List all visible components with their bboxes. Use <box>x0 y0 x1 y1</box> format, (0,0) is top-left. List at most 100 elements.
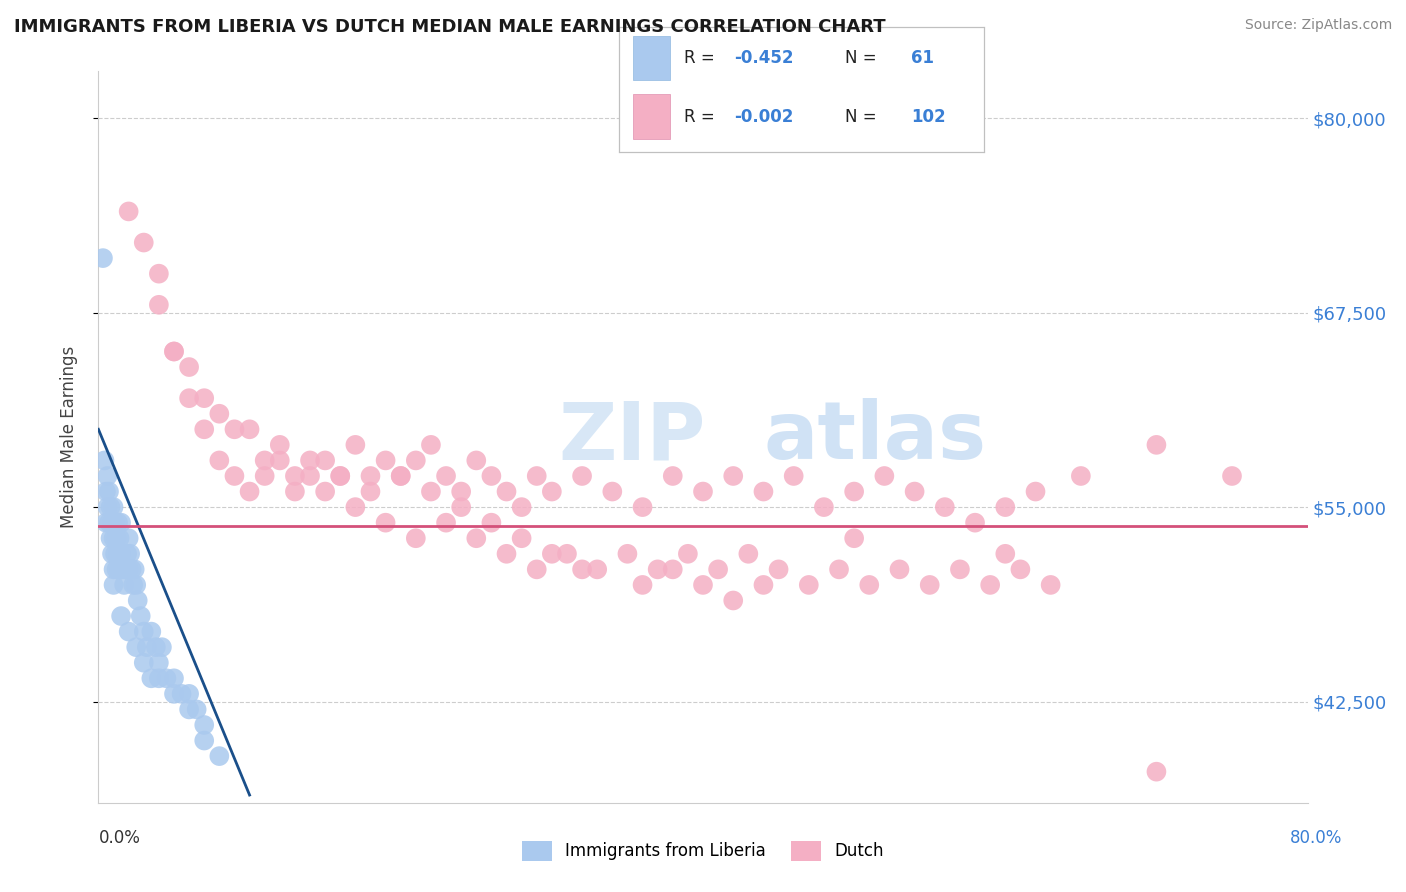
Point <box>329 469 352 483</box>
Point <box>389 469 412 483</box>
Point <box>844 531 866 545</box>
Point <box>110 516 132 530</box>
Point <box>141 671 163 685</box>
Point <box>314 484 336 499</box>
Point <box>163 344 186 359</box>
Point <box>299 469 322 483</box>
Point <box>96 500 118 515</box>
Point <box>193 718 215 732</box>
Point <box>360 469 382 483</box>
Bar <box>633 95 669 139</box>
Point <box>170 687 193 701</box>
Point <box>329 469 352 483</box>
Point <box>103 500 125 515</box>
Point <box>647 562 669 576</box>
Point <box>193 733 215 747</box>
Point <box>918 578 941 592</box>
Point <box>269 453 291 467</box>
Point <box>107 516 129 530</box>
Point <box>797 578 820 592</box>
Point <box>96 469 118 483</box>
Point <box>208 749 231 764</box>
Point <box>828 562 851 576</box>
Point <box>481 469 503 483</box>
Point <box>101 547 124 561</box>
Point <box>105 531 128 545</box>
Point <box>858 578 880 592</box>
Point <box>125 578 148 592</box>
Point <box>179 687 201 701</box>
Point <box>631 578 654 592</box>
Point <box>150 640 173 655</box>
Point <box>124 562 146 576</box>
Text: ZIP: ZIP <box>558 398 706 476</box>
Point <box>465 531 488 545</box>
Legend: Immigrants from Liberia, Dutch: Immigrants from Liberia, Dutch <box>516 834 890 868</box>
Point <box>299 453 322 467</box>
Point <box>163 671 186 685</box>
Point <box>141 624 163 639</box>
Point <box>692 484 714 499</box>
Text: 102: 102 <box>911 108 946 126</box>
Point <box>1146 764 1168 779</box>
Point <box>1039 578 1062 592</box>
Point <box>103 578 125 592</box>
Point <box>239 422 262 436</box>
Point <box>269 438 291 452</box>
Point <box>889 562 911 576</box>
Point <box>1070 469 1092 483</box>
Text: atlas: atlas <box>763 398 987 476</box>
Point <box>163 687 186 701</box>
Text: Source: ZipAtlas.com: Source: ZipAtlas.com <box>1244 18 1392 32</box>
Point <box>239 484 262 499</box>
Point <box>100 531 122 545</box>
Point <box>979 578 1001 592</box>
Point <box>450 484 472 499</box>
Point <box>661 562 683 576</box>
Point <box>420 438 443 452</box>
Point <box>1146 438 1168 452</box>
Point <box>586 562 609 576</box>
Point <box>253 453 276 467</box>
Point <box>783 469 806 483</box>
Point <box>374 453 396 467</box>
Point <box>465 453 488 467</box>
Point <box>163 344 186 359</box>
Point <box>676 547 699 561</box>
Point <box>723 469 745 483</box>
Point <box>208 453 231 467</box>
Point <box>768 562 790 576</box>
Point <box>692 578 714 592</box>
Point <box>510 500 533 515</box>
Point <box>224 422 246 436</box>
Point <box>602 484 624 499</box>
Point <box>118 531 141 545</box>
Text: IMMIGRANTS FROM LIBERIA VS DUTCH MEDIAN MALE EARNINGS CORRELATION CHART: IMMIGRANTS FROM LIBERIA VS DUTCH MEDIAN … <box>14 18 886 36</box>
Point <box>145 640 167 655</box>
Point <box>873 469 896 483</box>
Point <box>752 484 775 499</box>
Point <box>434 469 457 483</box>
Point <box>344 438 367 452</box>
Point <box>148 298 170 312</box>
Point <box>571 469 593 483</box>
Point <box>118 562 141 576</box>
Point <box>107 547 129 561</box>
Point <box>420 484 443 499</box>
Point <box>934 500 956 515</box>
Point <box>112 578 135 592</box>
Point <box>374 516 396 530</box>
Text: N =: N = <box>845 49 877 67</box>
Point <box>707 562 730 576</box>
Point <box>108 531 131 545</box>
Point <box>284 484 307 499</box>
Point <box>193 422 215 436</box>
Point <box>186 702 208 716</box>
Point <box>434 516 457 530</box>
Point <box>510 531 533 545</box>
Point <box>314 453 336 467</box>
Point <box>155 671 177 685</box>
Point <box>224 469 246 483</box>
Point <box>118 204 141 219</box>
Point <box>179 391 201 405</box>
